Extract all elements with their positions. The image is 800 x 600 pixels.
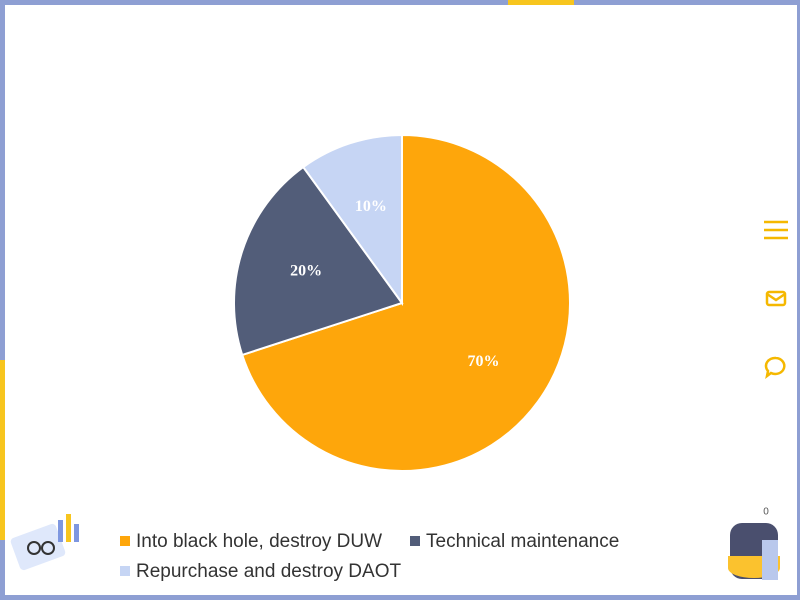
menu-icon[interactable] xyxy=(764,220,788,240)
pie-slice xyxy=(240,133,571,472)
mail-icon-flap xyxy=(766,292,786,302)
illustration xyxy=(10,514,79,571)
slice-label: 10% xyxy=(355,198,387,215)
slice-label: 20% xyxy=(290,263,322,280)
pie-slice xyxy=(301,133,403,307)
badge-count: 0 xyxy=(763,507,769,518)
side-icons[interactable] xyxy=(764,220,788,379)
mail-icon[interactable] xyxy=(765,290,787,307)
robot-button[interactable] xyxy=(728,523,780,580)
pie-slice xyxy=(233,165,404,357)
legend-label: Into black hole, destroy DUW xyxy=(136,531,382,552)
legend-swatch xyxy=(120,566,130,576)
legend-label: Repurchase and destroy DAOT xyxy=(136,561,401,582)
pie-chart: 70% 20% 10% xyxy=(233,133,571,472)
frame-accent xyxy=(0,360,5,540)
legend-swatch xyxy=(120,536,130,546)
chat-icon[interactable] xyxy=(764,356,786,379)
legend-swatch xyxy=(410,536,420,546)
legend-label: Technical maintenance xyxy=(426,531,619,552)
slice-label: 70% xyxy=(468,353,500,370)
frame-accent xyxy=(508,0,574,5)
